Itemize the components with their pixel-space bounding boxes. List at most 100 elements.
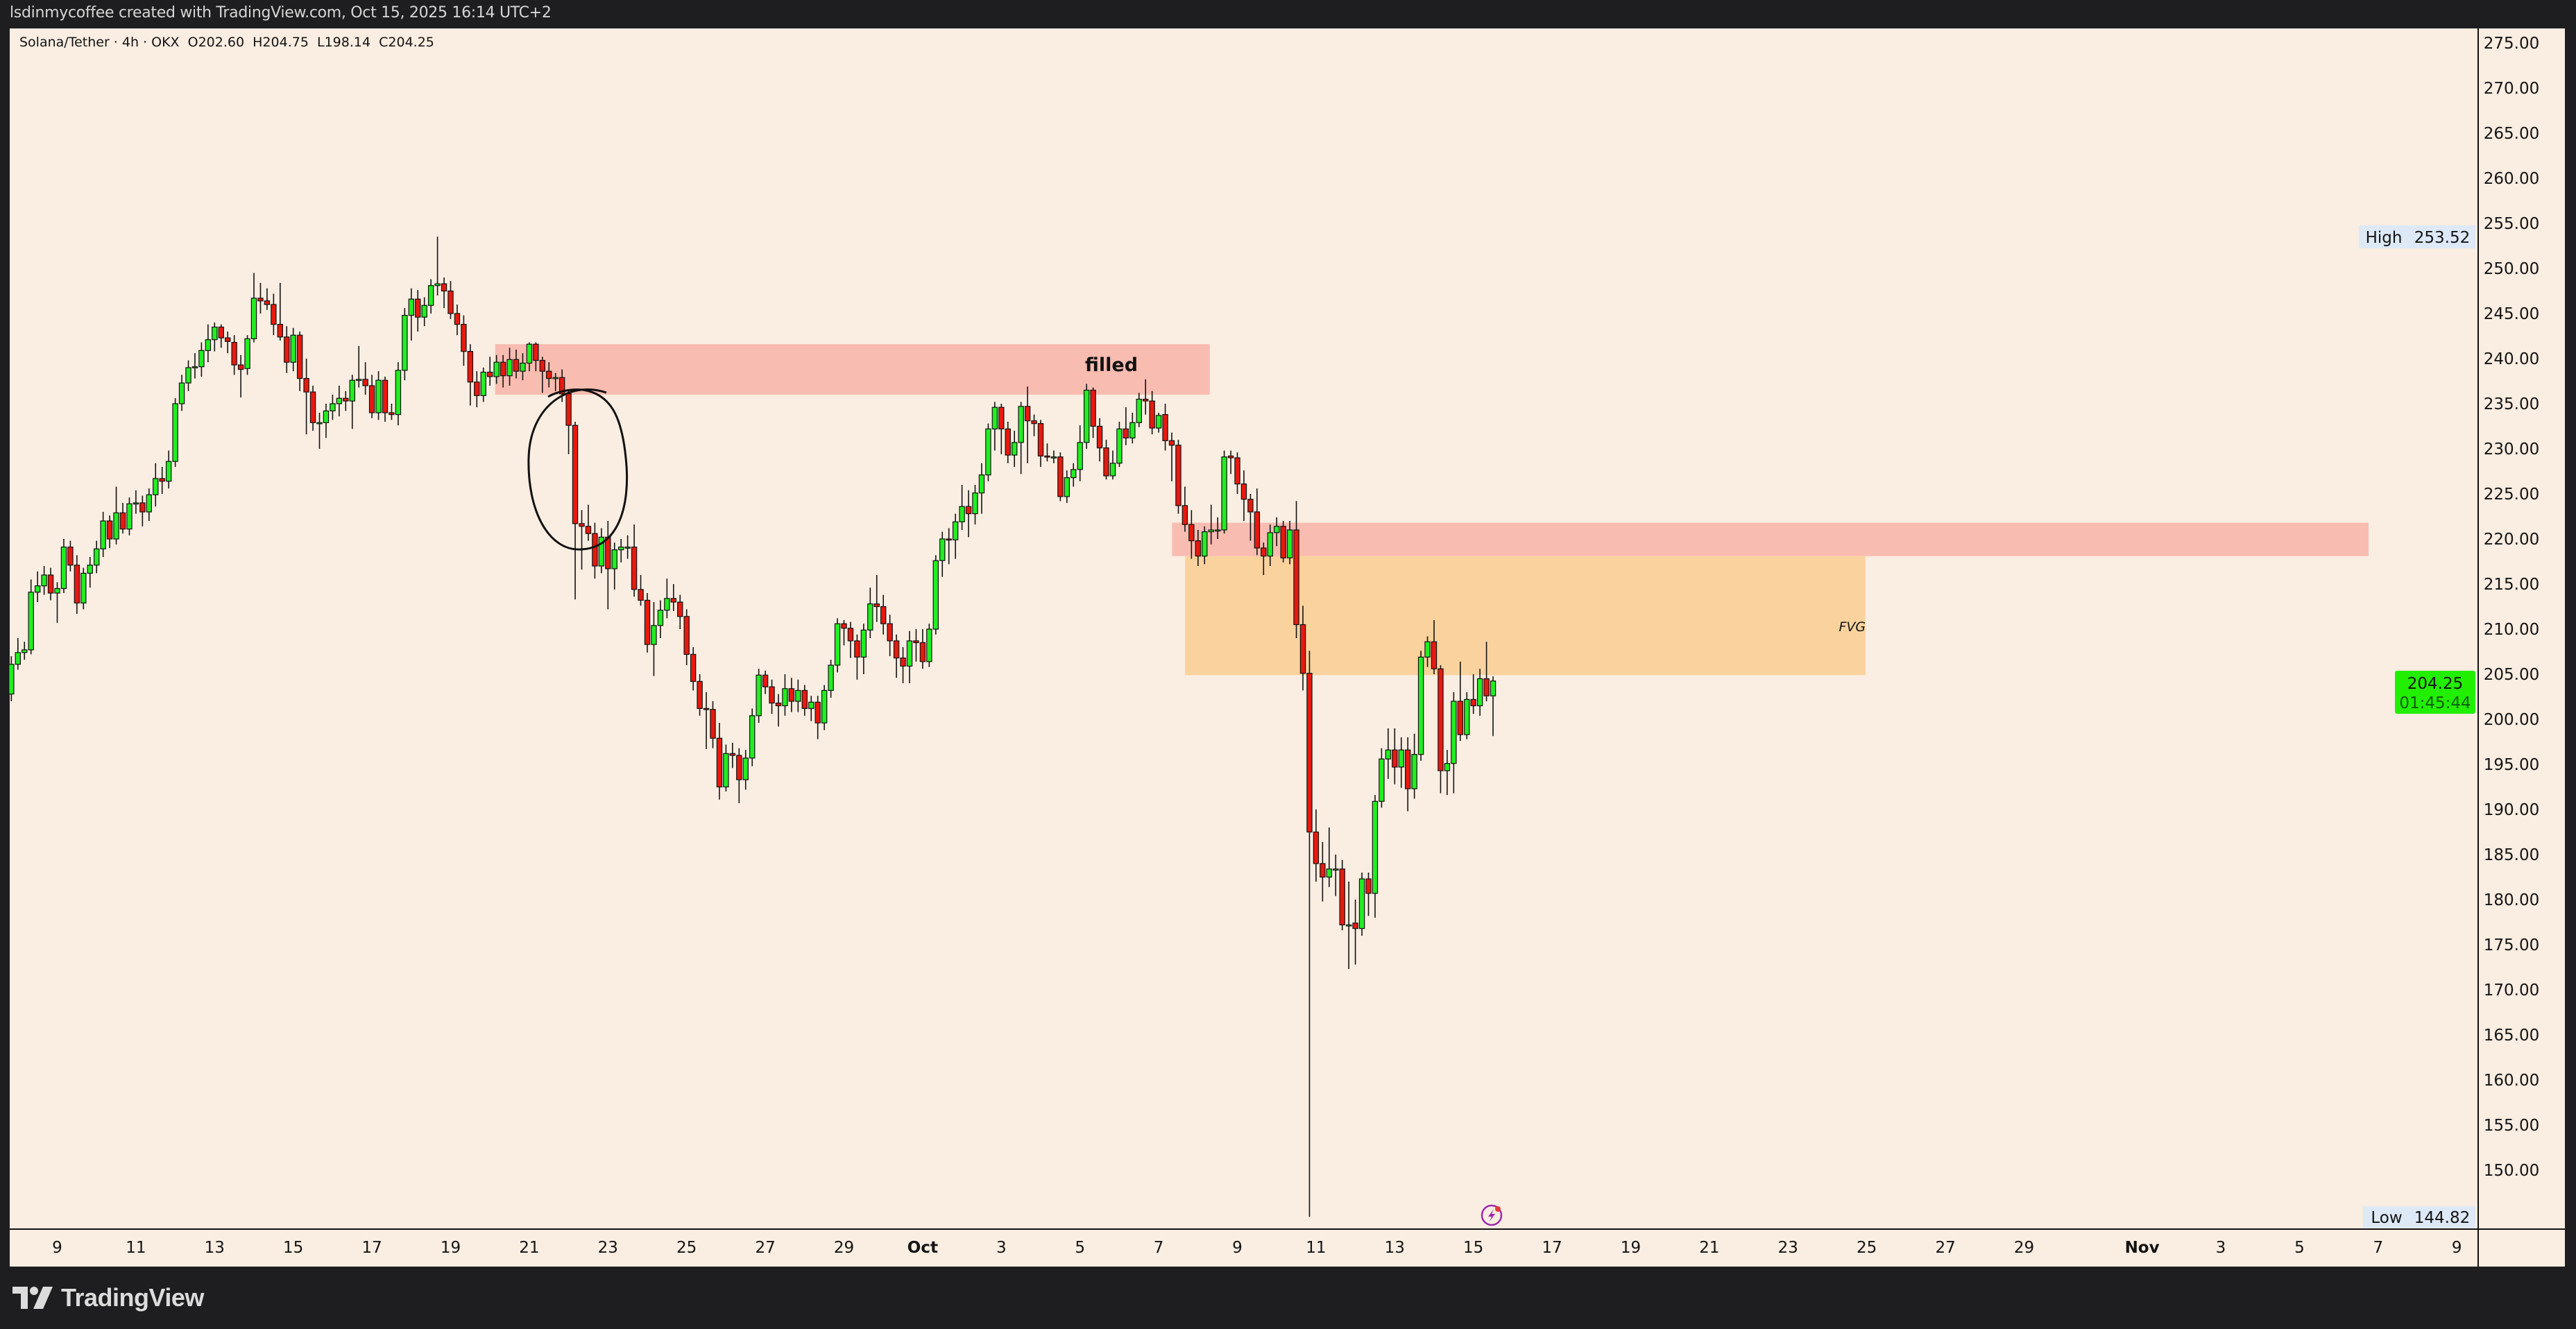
time-scale[interactable]: 9 11 13 15 17 19 21 23 25 27 29 Oct 3 5 7 9 11 13 15 17 19 21… [52,1239,2462,1257]
candle-body-down [585,526,592,534]
fvg-zone[interactable] [1185,556,1866,676]
candle [592,522,598,579]
candle [926,624,932,667]
candle [697,674,703,716]
candle-body-down [1280,526,1286,558]
candle-body-down [1254,511,1261,549]
candle-body-down [572,425,579,524]
candle-body-down [1470,698,1476,707]
candle [454,305,461,336]
candle [165,450,172,489]
candle-body-up [657,610,664,626]
candle [913,629,919,662]
candle-body-down [461,324,467,352]
candle [1333,855,1339,896]
candle-body-down [769,686,775,704]
candle-body-down [159,478,165,482]
candle [946,528,952,565]
candle-body-down [880,606,887,624]
candle [539,357,546,393]
candle-body-down [1168,440,1175,446]
candle [250,273,257,343]
candle [1005,422,1011,463]
candle [624,535,631,559]
candle-body-up [434,283,441,286]
supply-zone-upper[interactable] [495,344,1210,395]
candle-body-down [1365,878,1372,894]
candle [631,524,638,597]
price-scale[interactable]: 275.00 270.00 265.00 260.00 255.00 250.00 245.… [2484,35,2539,1180]
candle [834,618,841,673]
candle-body-up [834,623,841,666]
candle [585,504,592,541]
candle [467,344,474,406]
candle-body-up [212,326,218,341]
candle [323,404,330,438]
candle [1168,432,1175,481]
time-tick-label: 21 [1699,1239,1719,1257]
candle-body-down [1024,406,1031,422]
candle [1208,504,1214,545]
candle [801,685,808,716]
candle-body-down [454,313,461,325]
candle-body-up [250,298,257,339]
candle-body-down [1261,547,1267,557]
candle [349,375,355,429]
candle [389,404,395,420]
candle-body-down [119,512,126,530]
candle [611,542,617,590]
candle-body-up [926,628,932,662]
candle [34,571,41,602]
candle [1306,651,1313,1217]
candle [1037,420,1044,467]
candle [87,557,93,588]
candle-body-up [1417,656,1424,755]
candle-body-down [1123,428,1129,439]
candle [1417,651,1424,761]
candle [205,324,212,363]
candle-body-down [1103,447,1109,477]
candle-body-down [1182,505,1188,525]
tradingview-logo[interactable]: TradingView [12,1283,204,1312]
candle [1096,418,1103,462]
price-tick-label: 160.00 [2484,1072,2539,1090]
supply-zone-lower[interactable] [1172,522,2369,556]
candle [1293,501,1299,638]
bar-countdown: 01:45:44 [2399,694,2471,712]
time-tick-label: 19 [441,1239,461,1257]
candle [1457,661,1463,741]
candle-body-down [913,640,919,644]
candle-body-up [80,572,87,603]
brand-name: TradingView [61,1283,204,1312]
candle-body-up [198,350,205,368]
candle-body-up [87,565,93,574]
candle [80,567,87,610]
candle [480,368,486,402]
candle-body-up [316,422,323,425]
attribution-bar: lsdinmycoffee created with TradingView.c… [0,0,2576,28]
candle [336,386,343,417]
price-tick-label: 235.00 [2484,395,2539,413]
price-tick-label: 205.00 [2484,666,2539,684]
candle-body-up [1136,398,1142,423]
candle-body-up [1490,680,1496,696]
candle-body-down [467,351,474,383]
candle-body-up [1345,924,1352,927]
circle-annotation-drawing[interactable] [527,388,629,551]
candle-body-up [1333,868,1339,871]
candle-body-down [303,377,309,393]
candle-body-down [677,601,683,617]
candle-body-up [427,285,434,306]
candle [408,288,415,341]
symbol-legend: Solana/Tether · 4h · OKX O202.60 H204.75… [19,35,434,50]
candle-body-down [382,379,389,413]
candle [959,485,965,530]
candle [756,669,762,723]
alert-icon[interactable] [1481,1204,1503,1226]
price-tick-label: 250.00 [2484,260,2539,278]
candle-body-down [1057,456,1064,497]
candle-body-up [1050,456,1057,458]
time-tick-label: 3 [996,1239,1007,1257]
candle [821,685,828,730]
